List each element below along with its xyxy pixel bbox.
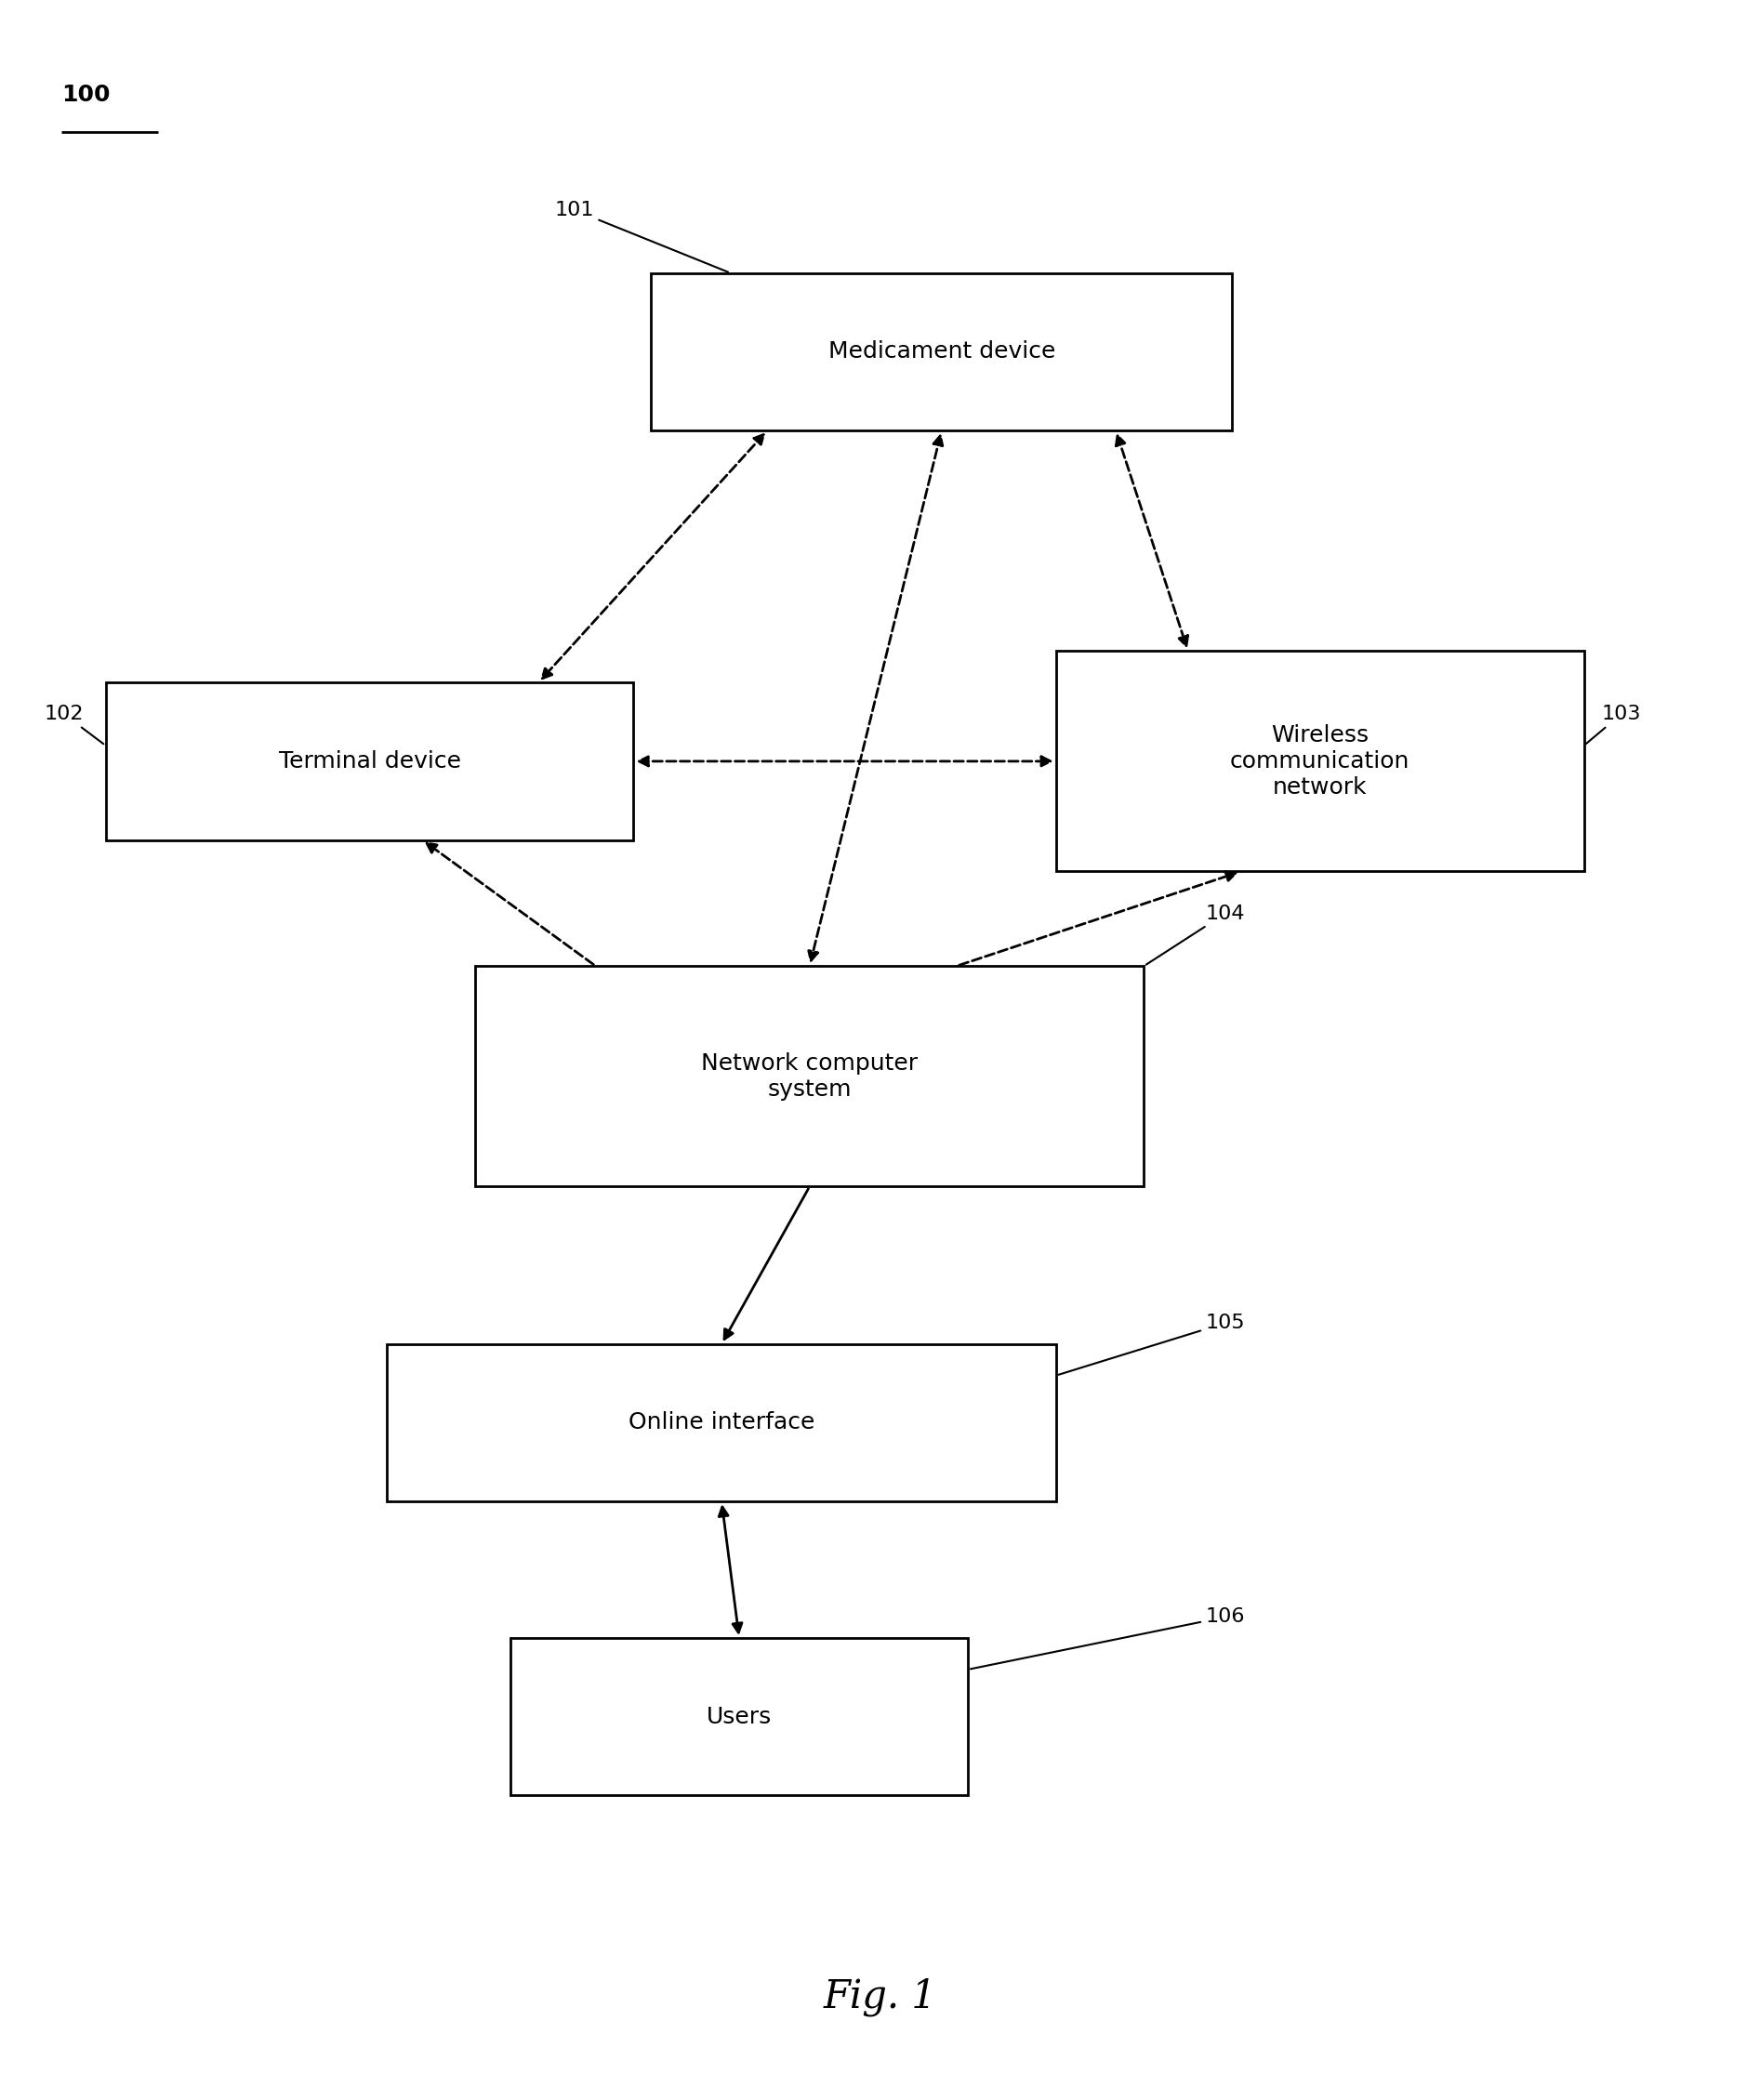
Text: 106: 106 bbox=[970, 1609, 1244, 1670]
Bar bbox=[1056, 651, 1584, 871]
Text: Network computer
system: Network computer system bbox=[700, 1052, 919, 1100]
Bar bbox=[106, 682, 634, 840]
Bar bbox=[510, 1638, 968, 1795]
Text: 102: 102 bbox=[44, 706, 104, 743]
Text: Medicament device: Medicament device bbox=[827, 340, 1056, 363]
Text: 104: 104 bbox=[1146, 905, 1244, 964]
Text: 105: 105 bbox=[1058, 1315, 1246, 1376]
Bar bbox=[651, 273, 1232, 430]
Text: 101: 101 bbox=[554, 202, 729, 273]
Text: Users: Users bbox=[706, 1705, 773, 1728]
Text: Terminal device: Terminal device bbox=[278, 750, 461, 773]
Bar bbox=[387, 1344, 1056, 1501]
Bar bbox=[475, 966, 1144, 1186]
Text: 103: 103 bbox=[1586, 706, 1640, 743]
Text: Online interface: Online interface bbox=[628, 1411, 815, 1434]
Text: 100: 100 bbox=[62, 84, 111, 105]
Text: Fig. 1: Fig. 1 bbox=[824, 1976, 936, 2016]
Text: Wireless
communication
network: Wireless communication network bbox=[1230, 724, 1410, 798]
